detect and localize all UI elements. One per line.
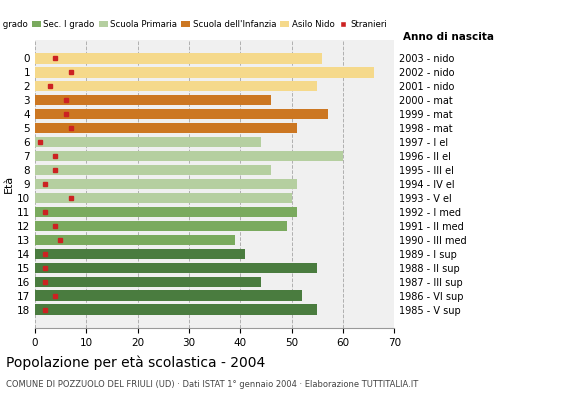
- Text: Anno di nascita: Anno di nascita: [403, 32, 494, 42]
- Bar: [35, 109, 328, 120]
- Bar: [35, 207, 297, 217]
- Bar: [35, 221, 287, 231]
- Bar: [35, 53, 322, 64]
- Bar: [35, 137, 261, 147]
- Bar: [35, 290, 302, 301]
- Text: Popolazione per età scolastica - 2004: Popolazione per età scolastica - 2004: [6, 356, 265, 370]
- Bar: [35, 262, 317, 273]
- Y-axis label: Età: Età: [4, 175, 14, 193]
- Bar: [35, 95, 271, 106]
- Bar: [35, 304, 317, 315]
- Bar: [35, 165, 271, 175]
- Bar: [35, 81, 317, 92]
- Bar: [35, 248, 245, 259]
- Bar: [35, 179, 297, 189]
- Bar: [35, 67, 374, 78]
- Bar: [35, 276, 261, 287]
- Bar: [35, 235, 235, 245]
- Bar: [35, 123, 297, 133]
- Text: COMUNE DI POZZUOLO DEL FRIULI (UD) · Dati ISTAT 1° gennaio 2004 · Elaborazione T: COMUNE DI POZZUOLO DEL FRIULI (UD) · Dat…: [6, 380, 418, 389]
- Bar: [35, 151, 343, 161]
- Bar: [35, 193, 292, 203]
- Legend: Sec. II grado, Sec. I grado, Scuola Primaria, Scuola dell'Infanzia, Asilo Nido, : Sec. II grado, Sec. I grado, Scuola Prim…: [0, 17, 390, 33]
